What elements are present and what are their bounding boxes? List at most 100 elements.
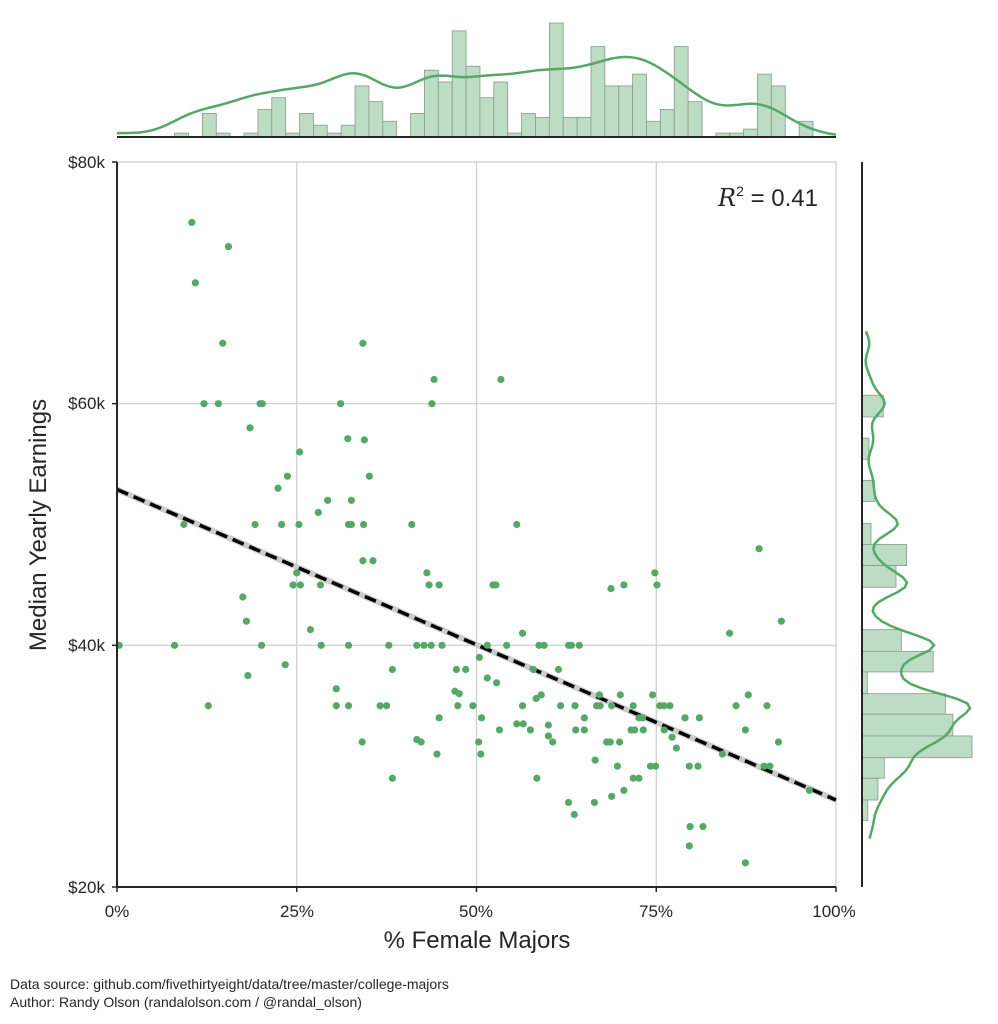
data-point xyxy=(306,626,315,634)
histogram-bar xyxy=(424,69,439,138)
histogram-bar xyxy=(618,85,633,138)
data-point xyxy=(296,448,304,456)
grid-lines xyxy=(117,161,837,887)
data-point xyxy=(651,762,660,770)
y-axis-label: Median Yearly Earnings xyxy=(25,399,52,651)
data-point xyxy=(224,242,233,251)
data-point xyxy=(475,653,483,662)
data-point xyxy=(188,218,196,227)
data-point xyxy=(732,702,740,710)
data-point xyxy=(477,750,485,758)
data-point xyxy=(283,472,292,480)
data-source-note: Data source: github.com/fivethirtyeight/… xyxy=(10,976,449,992)
data-point xyxy=(274,484,282,492)
histogram-bar xyxy=(299,113,314,138)
data-point xyxy=(337,400,345,408)
data-point xyxy=(649,691,657,699)
data-point xyxy=(324,496,332,504)
data-point xyxy=(425,581,433,589)
data-point xyxy=(427,641,435,649)
data-point xyxy=(681,714,689,722)
histogram-bar xyxy=(673,46,689,138)
x-tick-label: 0% xyxy=(105,902,130,921)
x-tick-label: 50% xyxy=(459,902,493,921)
data-point xyxy=(554,665,563,674)
data-point xyxy=(774,738,783,746)
data-point xyxy=(660,726,668,734)
data-point xyxy=(639,726,647,734)
histogram-bar xyxy=(646,120,661,138)
regression-line xyxy=(115,486,838,803)
data-point xyxy=(347,496,355,504)
data-point xyxy=(741,859,750,867)
data-point xyxy=(631,726,639,734)
data-point xyxy=(699,822,707,831)
histogram-bar xyxy=(368,101,384,138)
y-tick-label: $80k xyxy=(68,153,105,172)
data-point xyxy=(694,762,702,770)
data-point xyxy=(244,671,252,680)
data-point xyxy=(526,726,535,734)
data-point xyxy=(258,400,266,408)
data-point xyxy=(660,702,668,710)
histogram-bar xyxy=(451,30,467,138)
histogram-bar xyxy=(493,81,509,138)
data-point xyxy=(513,520,521,529)
data-point xyxy=(251,520,259,529)
histogram-bar xyxy=(861,522,872,545)
data-point xyxy=(571,702,579,710)
histogram-bar xyxy=(632,73,647,138)
data-point xyxy=(651,569,659,577)
data-point xyxy=(635,774,643,782)
histogram-bar xyxy=(861,629,902,652)
data-point xyxy=(533,774,541,782)
data-point xyxy=(572,726,580,734)
histogram-bar xyxy=(313,124,328,138)
data-point xyxy=(591,756,599,764)
data-point xyxy=(590,798,599,807)
data-point xyxy=(518,629,527,637)
data-point xyxy=(766,762,774,770)
data-point xyxy=(544,721,553,729)
y-tick-label: $40k xyxy=(68,636,105,655)
data-point xyxy=(606,738,614,746)
data-point xyxy=(332,685,340,693)
y-tick-label: $60k xyxy=(68,394,105,413)
data-point xyxy=(653,581,661,589)
data-point xyxy=(469,702,477,710)
data-point xyxy=(433,750,441,758)
data-point xyxy=(540,641,548,649)
histogram-bar xyxy=(743,128,758,138)
data-point xyxy=(695,714,703,722)
data-point xyxy=(477,714,486,722)
data-point xyxy=(239,593,247,601)
data-point xyxy=(200,400,208,408)
histogram-bar xyxy=(271,97,287,138)
data-point xyxy=(332,702,340,710)
histogram-bar xyxy=(410,113,425,138)
data-point xyxy=(420,641,428,649)
data-point xyxy=(344,702,353,710)
right-marginal-histogram xyxy=(861,330,973,840)
data-point xyxy=(608,702,616,710)
data-point xyxy=(483,674,491,682)
data-point xyxy=(557,702,565,710)
data-point xyxy=(596,702,604,710)
data-point xyxy=(613,762,622,770)
data-point xyxy=(383,702,391,710)
data-point xyxy=(246,424,254,432)
data-point xyxy=(295,520,303,529)
data-point xyxy=(293,569,301,577)
axes xyxy=(112,136,863,892)
kde-curve-y xyxy=(864,330,972,840)
data-point xyxy=(438,641,446,649)
data-point xyxy=(495,726,504,734)
data-point xyxy=(607,584,615,593)
data-point xyxy=(544,732,553,740)
data-point xyxy=(435,714,443,722)
data-point xyxy=(170,641,179,649)
data-point xyxy=(744,691,752,699)
data-point xyxy=(316,581,325,589)
histogram-bar xyxy=(340,124,356,138)
data-point xyxy=(369,557,377,565)
